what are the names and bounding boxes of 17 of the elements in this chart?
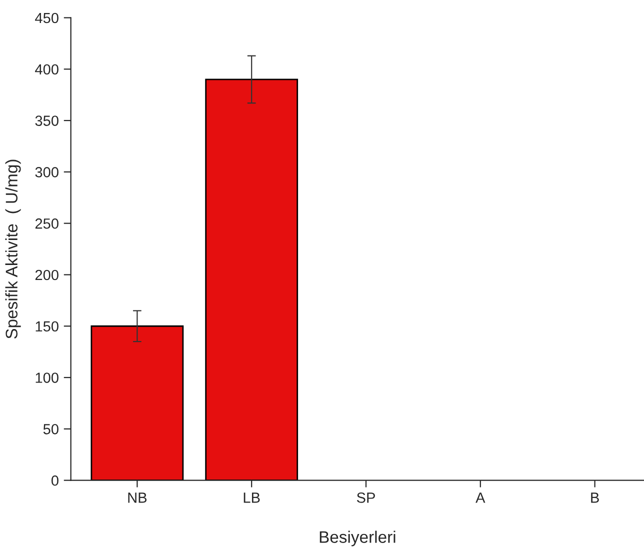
x-axis-title: Besiyerleri: [320, 530, 396, 546]
y-tick-label: 50: [43, 424, 58, 434]
y-tick-label: 450: [35, 12, 58, 24]
y-tick-label: 400: [35, 64, 58, 75]
y-tick-label: 150: [36, 321, 58, 332]
y-tick-label: 300: [35, 167, 58, 178]
x-tick-label: SP: [356, 492, 375, 503]
y-tick-label: 0: [51, 475, 58, 486]
y-tick-label: 100: [36, 372, 58, 383]
y-tick-label: 200: [35, 270, 58, 280]
y-tick-label: 250: [35, 218, 58, 229]
y-tick-label: 350: [35, 116, 58, 126]
x-tick-label: NB: [128, 492, 147, 503]
x-tick-label: A: [476, 492, 486, 503]
x-tick-label: B: [591, 492, 599, 503]
x-tick-label: LB: [244, 492, 260, 503]
y-axis-title: Spesifik Aktivite ( U/mg): [5, 160, 21, 339]
